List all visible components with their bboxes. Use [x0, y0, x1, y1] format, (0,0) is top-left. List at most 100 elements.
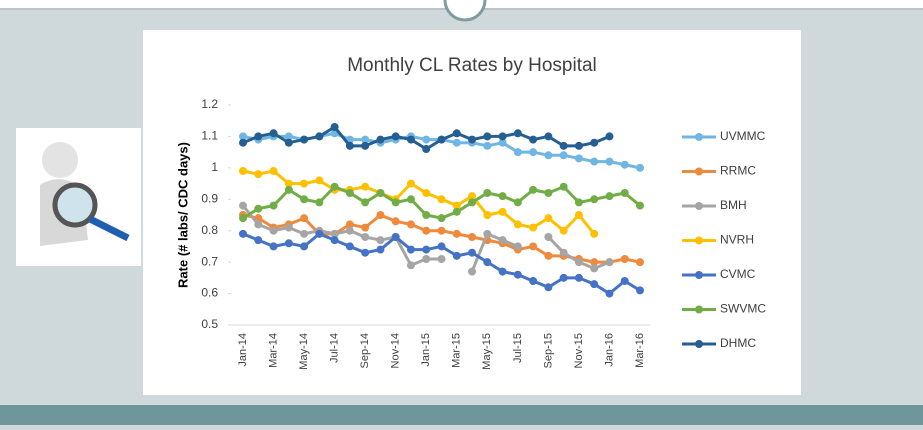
data-point — [559, 182, 568, 191]
data-point — [254, 170, 263, 179]
data-point — [483, 141, 492, 150]
data-point — [284, 185, 293, 194]
y-tick-label: 1 — [211, 160, 218, 174]
data-point — [376, 236, 385, 245]
data-point — [406, 135, 415, 144]
chart-title: Monthly CL Rates by Hospital — [347, 55, 597, 76]
data-point — [284, 132, 293, 141]
data-point — [452, 229, 461, 238]
data-point — [406, 220, 415, 229]
y-tick-label: 0.8 — [201, 223, 218, 237]
data-point — [330, 123, 339, 131]
x-tick-label: Nov-14 — [390, 333, 402, 368]
x-tick-label: May-15 — [481, 333, 493, 370]
data-point — [483, 258, 492, 267]
bottom-band — [0, 405, 923, 425]
data-point — [300, 242, 309, 251]
data-point — [468, 198, 477, 207]
y-axis-label: Rate (# labs/ CDC days) — [175, 142, 190, 288]
data-point — [422, 145, 431, 153]
data-point — [239, 229, 247, 238]
x-tick-label: Jan-14 — [237, 333, 249, 367]
data-point — [345, 141, 354, 150]
data-point — [361, 135, 370, 144]
data-point — [437, 135, 446, 144]
x-tick-label: Jan-15 — [420, 333, 432, 367]
x-tick-label: Mar-16 — [634, 333, 646, 368]
data-point — [254, 204, 263, 213]
data-point — [468, 192, 477, 201]
data-point — [483, 211, 492, 219]
data-point — [391, 233, 400, 241]
data-point — [513, 220, 522, 229]
data-point — [605, 192, 614, 201]
data-point — [529, 148, 538, 157]
data-point — [529, 223, 538, 232]
data-point — [406, 179, 415, 188]
data-point — [269, 242, 278, 251]
data-point — [269, 201, 278, 210]
data-point — [483, 229, 492, 238]
data-point — [513, 270, 522, 279]
data-point — [376, 211, 385, 219]
data-point — [559, 151, 568, 160]
data-point — [544, 251, 553, 260]
data-point — [636, 286, 644, 295]
data-point — [559, 273, 568, 282]
data-point — [544, 283, 553, 292]
data-point — [422, 255, 431, 263]
data-point — [468, 233, 477, 241]
data-point — [498, 192, 507, 201]
data-point — [406, 195, 415, 204]
data-point — [559, 248, 568, 257]
y-tick-label: 1.2 — [201, 97, 218, 111]
data-point — [284, 239, 293, 248]
x-tick-label: May-14 — [298, 333, 310, 370]
data-point — [300, 229, 309, 238]
data-point — [315, 229, 324, 238]
data-point — [300, 135, 309, 144]
data-point — [529, 135, 538, 144]
data-point — [406, 245, 415, 254]
data-point — [269, 129, 278, 138]
data-point — [513, 198, 522, 207]
legend-label: RRMC — [720, 164, 756, 178]
y-tick-label: 0.9 — [201, 191, 218, 205]
data-point — [284, 138, 293, 147]
data-point — [620, 189, 629, 197]
data-point — [559, 226, 568, 235]
legend-label: CVMC — [720, 267, 756, 281]
legend-label: SWVMC — [720, 302, 766, 316]
data-point — [345, 220, 354, 229]
data-point — [422, 135, 431, 144]
data-point — [544, 189, 553, 197]
data-point — [300, 179, 309, 188]
data-point — [361, 141, 370, 150]
data-point — [437, 255, 446, 263]
data-point — [590, 195, 599, 204]
data-point — [468, 248, 477, 257]
data-point — [452, 129, 461, 138]
legend-label: NVRH — [720, 233, 754, 247]
data-point — [376, 135, 385, 144]
top-ornament — [443, 0, 487, 22]
data-point — [254, 132, 263, 141]
data-point — [376, 245, 385, 254]
data-point — [239, 214, 247, 223]
data-point — [574, 154, 583, 163]
data-point — [391, 132, 400, 141]
data-point — [422, 245, 431, 254]
data-point — [452, 207, 461, 216]
data-point — [437, 226, 446, 235]
x-tick-label: Mar-15 — [451, 333, 463, 368]
data-point — [605, 132, 614, 141]
data-point — [498, 132, 507, 141]
y-tick-label: 0.6 — [201, 286, 218, 300]
y-tick-label: 0.7 — [201, 254, 218, 268]
data-point — [284, 223, 293, 232]
data-point — [590, 157, 599, 166]
x-tick-label: Jan-16 — [603, 333, 615, 367]
data-point — [544, 151, 553, 160]
legend-marker — [695, 167, 703, 176]
data-point — [452, 201, 461, 210]
